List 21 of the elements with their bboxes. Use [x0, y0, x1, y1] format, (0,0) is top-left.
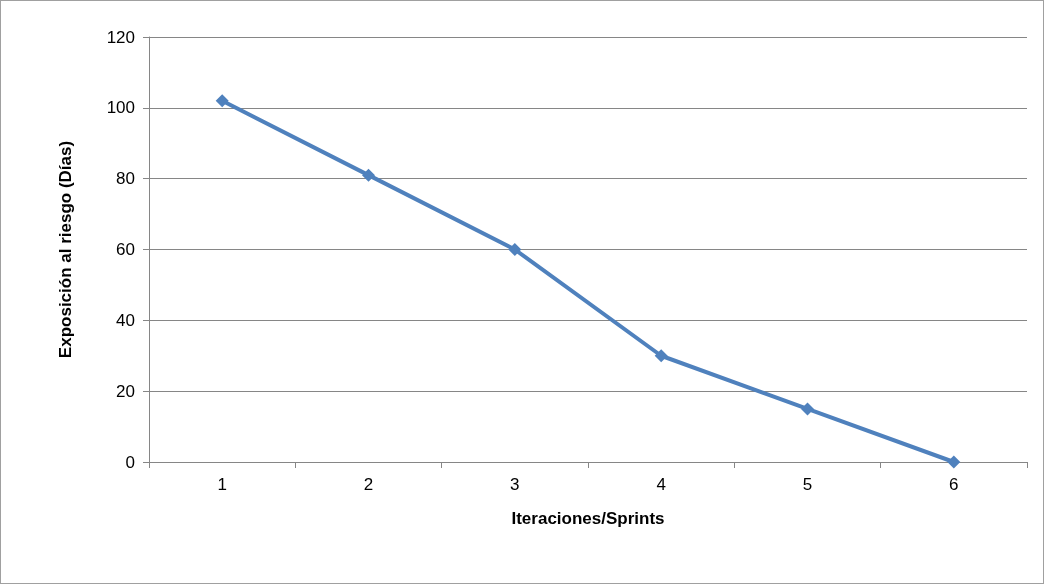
y-tick-label: 80 — [116, 169, 135, 189]
y-tick-label: 0 — [125, 452, 135, 472]
y-tick-label: 40 — [116, 310, 135, 330]
point — [362, 168, 375, 182]
x-tick-label: 2 — [363, 475, 374, 494]
x-tick-label: 3 — [510, 475, 520, 494]
y-tick-label: 100 — [106, 98, 135, 118]
x-tick-label: 5 — [802, 475, 813, 494]
x-tick-label: 6 — [949, 475, 959, 494]
point — [215, 94, 229, 108]
x-axis-title: Iteraciones/Sprints — [511, 509, 665, 528]
y-tick-label: 120 — [106, 27, 135, 47]
x-tick-label: 1 — [217, 475, 227, 494]
y-axis-title: Exposición al riesgo (Días) — [56, 140, 75, 359]
x-tick-label: 4 — [656, 475, 666, 494]
y-tick-label: 60 — [116, 240, 135, 259]
point — [947, 455, 961, 469]
point — [801, 402, 814, 416]
point — [508, 243, 522, 256]
point — [654, 349, 668, 363]
y-tick-label: 20 — [116, 381, 135, 401]
